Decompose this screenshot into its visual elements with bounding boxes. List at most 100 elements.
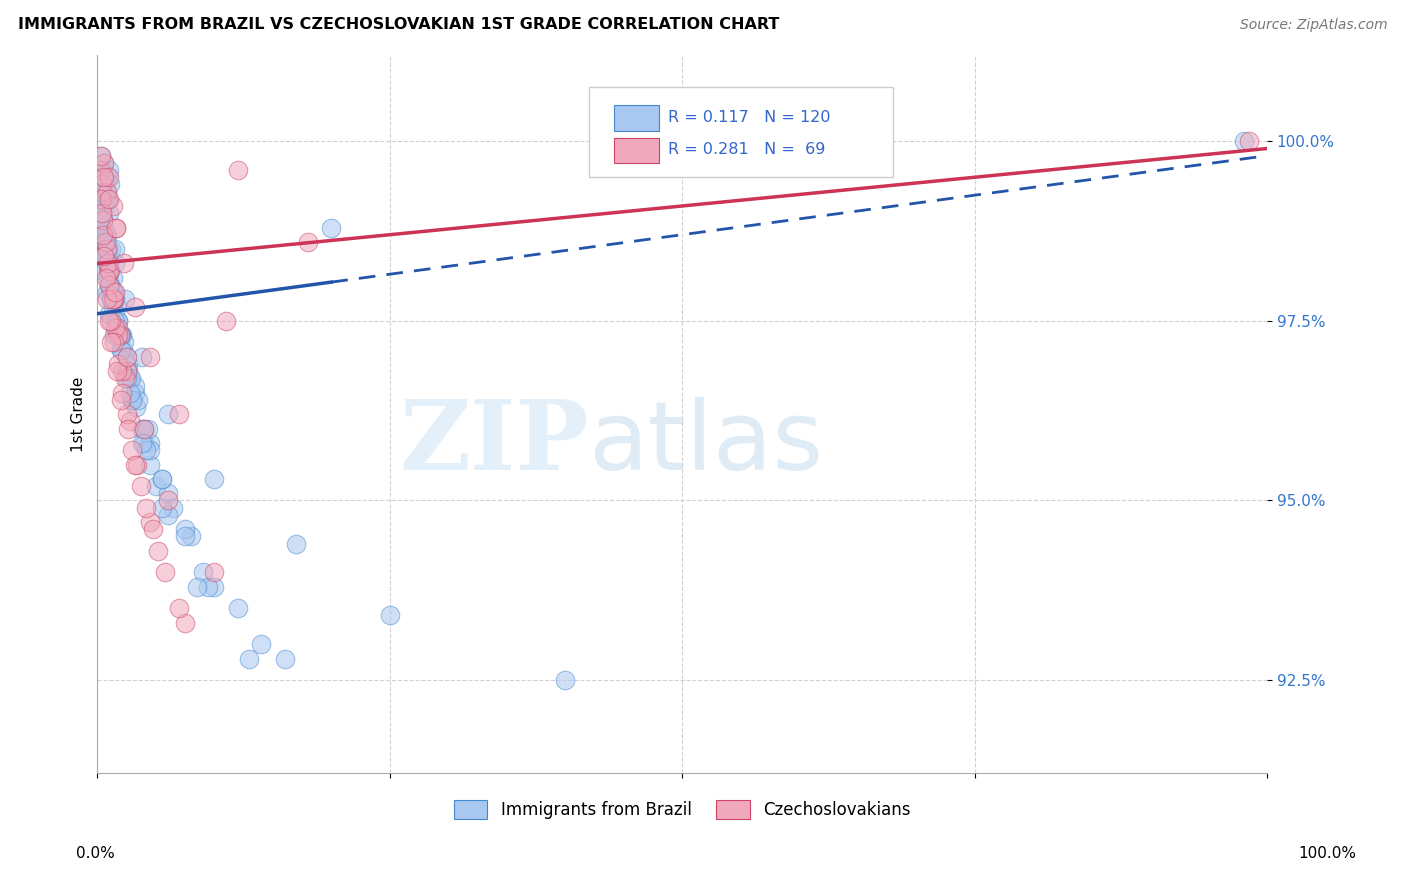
Point [97, 256, 120, 270]
Point [90, 192, 112, 206]
Point [96, 170, 118, 185]
Point [202, 472, 225, 486]
Point [98, 277, 121, 292]
FancyBboxPatch shape [589, 87, 893, 178]
Point [104, 256, 127, 270]
Point [120, 371, 142, 385]
Point [104, 314, 127, 328]
Point [121, 443, 143, 458]
Point [107, 328, 129, 343]
Point [107, 328, 129, 343]
Point [115, 364, 138, 378]
Point [139, 443, 162, 458]
Point [174, 615, 197, 630]
Point [153, 566, 176, 580]
Point [108, 328, 131, 343]
Point [120, 414, 142, 428]
Point [156, 493, 179, 508]
Point [89, 163, 111, 178]
Point [215, 314, 238, 328]
Point [115, 350, 138, 364]
Point [156, 508, 179, 522]
Point [156, 486, 179, 500]
Point [167, 601, 190, 615]
Point [90, 149, 112, 163]
Point [98, 314, 121, 328]
Point [135, 443, 157, 458]
Point [167, 407, 190, 421]
Point [139, 350, 162, 364]
Point [117, 422, 139, 436]
Point [91, 178, 114, 192]
Point [554, 673, 576, 687]
Point [139, 436, 162, 450]
Point [93, 170, 115, 185]
Point [127, 458, 149, 472]
Point [91, 206, 114, 220]
Point [112, 335, 135, 350]
Text: ZIP: ZIP [399, 396, 589, 490]
Point [101, 270, 124, 285]
Point [98, 277, 121, 292]
Point [91, 163, 114, 178]
Point [91, 185, 114, 199]
Point [273, 651, 295, 665]
Point [378, 608, 401, 623]
Text: R = 0.117   N = 120: R = 0.117 N = 120 [668, 110, 831, 125]
Point [91, 206, 114, 220]
Point [105, 364, 128, 378]
Point [98, 263, 121, 277]
Point [100, 293, 122, 307]
Point [121, 392, 143, 407]
Point [89, 206, 111, 220]
Point [145, 479, 167, 493]
Point [103, 293, 125, 307]
Point [103, 293, 125, 307]
Point [97, 270, 120, 285]
Point [91, 170, 114, 185]
Point [112, 256, 135, 270]
Point [131, 350, 153, 364]
Text: Source: ZipAtlas.com: Source: ZipAtlas.com [1240, 18, 1388, 31]
Point [114, 293, 136, 307]
Point [117, 357, 139, 371]
Point [89, 242, 111, 256]
Point [101, 285, 124, 300]
Point [285, 536, 308, 550]
Point [1239, 134, 1261, 148]
Text: 100.0%: 100.0% [1298, 847, 1357, 861]
Point [202, 566, 225, 580]
Point [134, 422, 156, 436]
Point [93, 220, 115, 235]
Point [96, 256, 118, 270]
Point [107, 314, 129, 328]
Point [104, 293, 127, 307]
Point [110, 392, 132, 407]
Point [180, 529, 202, 543]
Point [94, 249, 117, 263]
Point [321, 220, 343, 235]
Bar [614, 105, 659, 130]
Point [93, 242, 115, 256]
Text: 0.0%: 0.0% [76, 847, 115, 861]
Point [238, 651, 260, 665]
Point [96, 185, 118, 199]
Point [174, 529, 197, 543]
Point [131, 422, 153, 436]
Point [127, 392, 149, 407]
Point [150, 472, 173, 486]
Point [115, 407, 138, 421]
Point [191, 566, 214, 580]
Point [110, 328, 132, 343]
Point [120, 385, 142, 400]
Point [89, 170, 111, 185]
Point [94, 227, 117, 242]
Point [98, 170, 121, 185]
Point [100, 314, 122, 328]
Point [121, 392, 143, 407]
Point [94, 242, 117, 256]
Point [110, 328, 132, 343]
Point [107, 314, 129, 328]
Point [115, 371, 138, 385]
Point [124, 378, 146, 392]
